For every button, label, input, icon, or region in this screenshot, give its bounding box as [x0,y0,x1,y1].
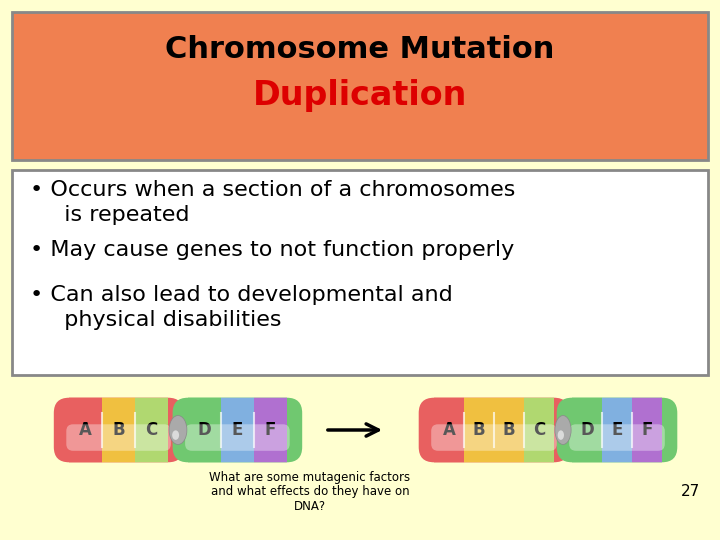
Text: C: C [533,421,545,439]
Bar [221,396,254,464]
Bar [464,396,494,464]
Text: 27: 27 [680,484,700,500]
Bar [69,396,102,464]
Bar [572,396,602,464]
FancyBboxPatch shape [12,170,708,375]
Ellipse shape [172,430,179,440]
Text: D: D [197,421,211,439]
Text: B: B [112,421,125,439]
FancyBboxPatch shape [431,424,557,451]
Text: Duplication: Duplication [253,78,467,111]
FancyBboxPatch shape [54,397,184,462]
Text: is repeated: is repeated [50,205,189,225]
FancyBboxPatch shape [570,424,665,451]
Text: • Can also lead to developmental and: • Can also lead to developmental and [30,285,453,305]
Text: Chromosome Mutation: Chromosome Mutation [166,36,554,64]
Text: C: C [145,421,158,439]
Text: What are some mutagenic factors
and what effects do they have on
DNA?: What are some mutagenic factors and what… [210,470,410,514]
Bar [494,396,524,464]
Text: • Occurs when a section of a chromosomes: • Occurs when a section of a chromosomes [30,180,516,200]
FancyBboxPatch shape [12,12,708,160]
Ellipse shape [169,416,187,444]
FancyBboxPatch shape [557,397,678,462]
Ellipse shape [555,416,571,444]
FancyBboxPatch shape [66,424,171,451]
FancyBboxPatch shape [173,397,302,462]
Text: E: E [611,421,623,439]
Bar [102,396,135,464]
Bar [632,396,662,464]
Bar [188,396,221,464]
Text: B: B [473,421,485,439]
FancyBboxPatch shape [185,424,289,451]
Ellipse shape [558,430,564,440]
Text: F: F [642,421,653,439]
Text: A: A [79,421,92,439]
Text: physical disabilities: physical disabilities [50,310,282,330]
FancyBboxPatch shape [419,397,570,462]
Text: B: B [503,421,516,439]
Bar [434,396,464,464]
Bar [602,396,632,464]
Bar [135,396,168,464]
Text: E: E [232,421,243,439]
Text: • May cause genes to not function properly: • May cause genes to not function proper… [30,240,514,260]
Text: F: F [265,421,276,439]
Text: A: A [443,421,456,439]
Bar [254,396,287,464]
Bar [524,396,554,464]
Text: D: D [580,421,594,439]
